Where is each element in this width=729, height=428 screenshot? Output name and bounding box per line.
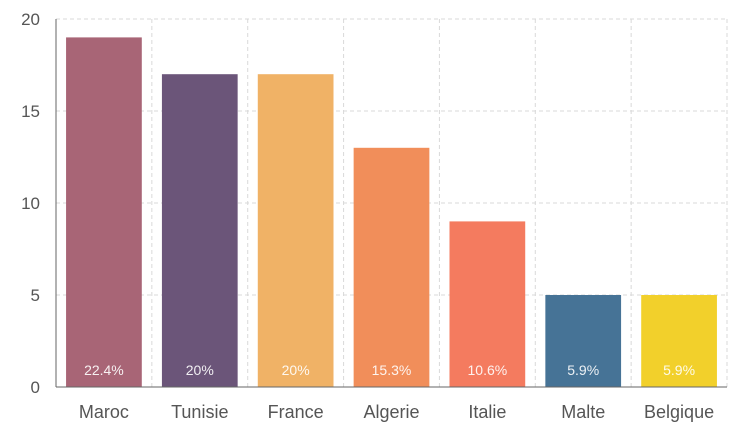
bar-data-label: 22.4%	[84, 362, 124, 378]
y-tick-label: 5	[31, 286, 40, 305]
bar-data-label: 10.6%	[468, 362, 508, 378]
bar	[353, 147, 430, 387]
bar-data-label: 20%	[282, 362, 310, 378]
grid	[56, 18, 728, 387]
x-category-label: Malte	[561, 402, 605, 422]
bar	[641, 295, 717, 387]
x-axis-labels: Maroc Tunisie France Algerie Italie Malte Belg…	[79, 402, 714, 422]
bar-data-label: 15.3%	[372, 362, 412, 378]
x-category-label: Maroc	[79, 402, 129, 422]
x-category-label: Tunisie	[171, 402, 228, 422]
x-category-label: Belgique	[644, 402, 714, 422]
bar	[449, 221, 526, 387]
bar	[545, 295, 622, 387]
bar-data-label: 5.9%	[663, 362, 695, 378]
y-tick-label: 15	[21, 102, 40, 121]
x-category-label: Algerie	[363, 402, 419, 422]
bar	[161, 74, 238, 387]
bar-data-label: 5.9%	[567, 362, 599, 378]
y-tick-label: 20	[21, 10, 40, 29]
y-axis-ticks: 0 5 10 15 20	[21, 10, 40, 397]
bar-data-label: 20%	[186, 362, 214, 378]
bars	[66, 37, 717, 388]
bar	[257, 74, 334, 387]
y-tick-label: 0	[31, 378, 40, 397]
x-category-label: France	[268, 402, 324, 422]
data-labels: 22.4% 20% 20% 15.3% 10.6% 5.9% 5.9%	[84, 362, 695, 378]
y-tick-label: 10	[21, 194, 40, 213]
x-category-label: Italie	[468, 402, 506, 422]
bar	[66, 37, 142, 388]
